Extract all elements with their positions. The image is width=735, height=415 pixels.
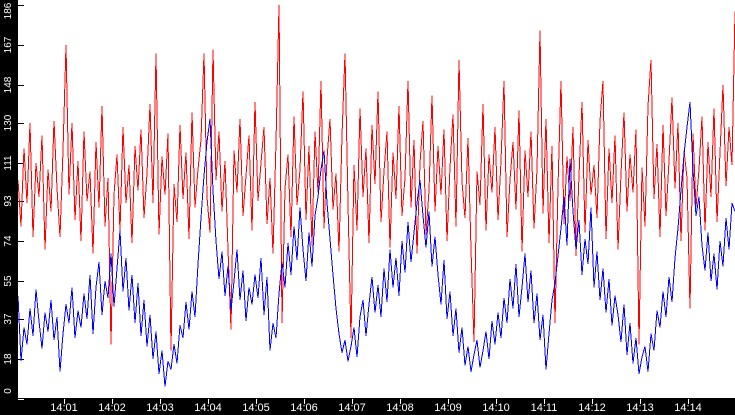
x-axis-tick-label: 14:01 <box>50 402 78 414</box>
x-axis-tick-label: 14:04 <box>194 402 222 414</box>
x-axis-tick-label: 14:11 <box>530 402 558 414</box>
y-axis-tick-label: 0 <box>3 388 14 394</box>
y-axis-tick-label: 148 <box>3 76 14 94</box>
y-axis-tick-label: 186 <box>3 2 14 20</box>
y-axis-tick-label: 167 <box>3 36 14 54</box>
y-axis: 0 18 37 55 74 93 111 130 148 167 186 <box>0 0 18 398</box>
x-axis-tick-label: 14:14 <box>674 402 702 414</box>
x-axis-tick-label: 14:09 <box>434 402 462 414</box>
blue-series-line <box>18 101 735 387</box>
x-axis <box>0 398 735 415</box>
x-axis-tick-label: 14:05 <box>242 402 270 414</box>
x-axis-tick-label: 14:07 <box>338 402 366 414</box>
y-axis-tick-label: 18 <box>3 353 14 365</box>
y-axis-tick-label: 93 <box>3 195 14 207</box>
y-axis-tick-label: 74 <box>3 235 14 247</box>
y-axis-tick-label: 111 <box>3 155 14 171</box>
x-axis-tick-label: 14:02 <box>98 402 126 414</box>
x-axis-tick-label: 14:08 <box>386 402 414 414</box>
x-axis-tick-label: 14:13 <box>626 402 654 414</box>
y-axis-tick-label: 55 <box>3 275 14 287</box>
x-axis-tick-label: 14:03 <box>146 402 174 414</box>
y-axis-tick-label: 130 <box>3 114 14 132</box>
x-axis-tick-label: 14:06 <box>290 402 318 414</box>
x-axis-tick-label: 14:10 <box>482 402 510 414</box>
y-axis-tick-label: 37 <box>3 313 14 325</box>
red-series-line <box>18 4 735 351</box>
x-axis-tick-label: 14:12 <box>578 402 606 414</box>
